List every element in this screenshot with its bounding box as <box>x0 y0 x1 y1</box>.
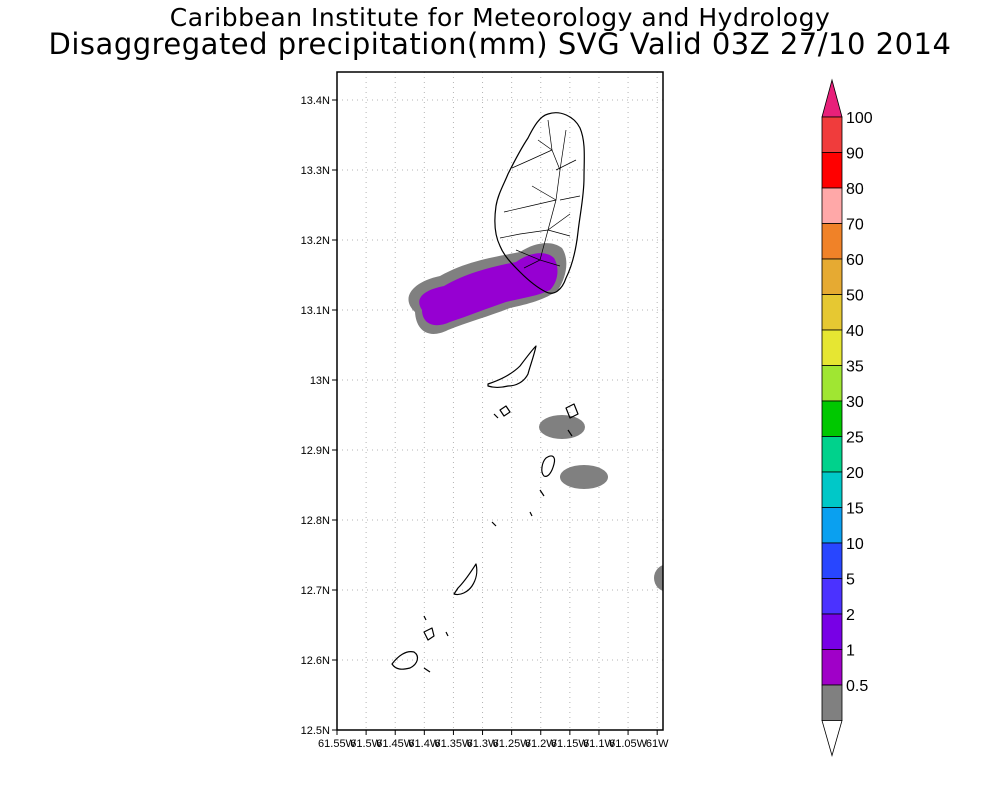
map-frame <box>336 71 664 731</box>
islet-8 <box>423 615 427 621</box>
colorbar-label: 60 <box>846 252 864 269</box>
islet-1 <box>493 413 499 419</box>
map-background <box>337 72 663 730</box>
colorbar-label: 25 <box>846 430 864 447</box>
colorbar-bin <box>821 329 843 366</box>
lon-tick-label: 61.1W <box>583 738 615 750</box>
chart-title: Caribbean Institute for Meteorology and … <box>169 3 831 32</box>
colorbar-label: 30 <box>846 394 864 411</box>
islet-4 <box>529 511 533 517</box>
colorbar-label: 40 <box>846 323 864 340</box>
colorbar-label: 15 <box>846 501 864 518</box>
island-small-bequia <box>499 405 511 417</box>
colorbar-label: 0.5 <box>846 678 868 695</box>
colorbar-bin <box>821 258 843 295</box>
lon-tick-label: 61.15W <box>551 738 590 750</box>
colorbar-bin <box>821 152 843 189</box>
lat-tick-label: 13.2N <box>301 235 330 247</box>
colorbar-bin <box>821 187 843 224</box>
lon-tick-label: 61.45W <box>376 738 415 750</box>
rain-area-gray-east-edge <box>654 564 663 592</box>
island-mustique <box>565 403 579 419</box>
colorbar-label: 80 <box>846 181 864 198</box>
precipitation-layer <box>408 243 663 592</box>
island-union <box>453 563 478 596</box>
lon-tick-label: 61.25W <box>493 738 532 750</box>
island-carriacou <box>391 651 419 670</box>
lat-tick-label: 13.3N <box>301 165 330 177</box>
rain-area-gray-mustique <box>539 415 585 439</box>
coastlines <box>391 112 585 673</box>
lon-tick-label: 61.2W <box>525 738 557 750</box>
colorbar-bottom-arrow <box>821 720 843 757</box>
lat-tick-label: 12.8N <box>301 515 330 527</box>
colorbar-bin <box>821 507 843 544</box>
lat-tick-label: 12.5N <box>301 725 330 737</box>
rain-area-gray-canouan-east <box>560 465 608 489</box>
colorbar-label: 5 <box>846 572 855 589</box>
colorbar-label: 1 <box>846 643 855 660</box>
lon-tick-label: 61.5W <box>350 738 382 750</box>
lon-tick-label: 61.35W <box>434 738 473 750</box>
island-canouan <box>541 455 556 477</box>
colorbar-bin <box>821 116 843 153</box>
longitude-axis: 61.55W61.5W61.45W61.4W61.35W61.3W61.25W6… <box>318 730 669 750</box>
lon-tick-label: 61.4W <box>408 738 440 750</box>
colorbar-bin <box>821 578 843 615</box>
colorbar-bin <box>821 365 843 402</box>
colorbar-bin <box>821 471 843 508</box>
lon-tick-label: 61.3W <box>467 738 499 750</box>
islet-2 <box>567 429 573 437</box>
island-st-vincent <box>494 112 585 294</box>
colorbar-label: 2 <box>846 607 855 624</box>
colorbar-bin <box>821 294 843 331</box>
lat-tick-label: 12.6N <box>301 655 330 667</box>
colorbar-top-arrow <box>821 78 843 118</box>
islet-5 <box>491 521 497 527</box>
lon-tick-label: 61.55W <box>318 738 357 750</box>
island-carriacou-small <box>423 627 435 641</box>
colorbar-bin <box>821 400 843 437</box>
colorbar-label: 70 <box>846 217 864 234</box>
colorbar-label: 90 <box>846 146 864 163</box>
lat-tick-label: 13.1N <box>301 305 330 317</box>
lon-tick-label: 61.05W <box>609 738 648 750</box>
chart-subtitle: Disaggregated precipitation(mm) SVG Vali… <box>48 27 952 61</box>
colorbar-label: 100 <box>846 110 873 127</box>
islet-3 <box>539 489 545 497</box>
colorbar-bin <box>821 542 843 579</box>
island-bequia <box>487 345 537 389</box>
colorbar-label: 35 <box>846 359 864 376</box>
islet-6 <box>445 631 449 637</box>
lat-tick-label: 13.4N <box>301 95 330 107</box>
lat-tick-label: 13N <box>310 375 330 387</box>
colorbar-bin <box>821 223 843 260</box>
colorbar-bin <box>821 649 843 686</box>
colorbar-bin <box>821 684 843 721</box>
lat-tick-label: 12.9N <box>301 445 330 457</box>
colorbar-bin <box>821 613 843 650</box>
colorbar-label: 10 <box>846 536 864 553</box>
colorbar-label: 20 <box>846 465 864 482</box>
colorbar-bin <box>821 436 843 473</box>
colorbar: 100 90 80 70 60 50 40 35 30 25 20 15 10 5 2 1 0.5 <box>821 78 873 757</box>
latitude-axis: 13.4N 13.3N 13.2N 13.1N 13N 12.9N 12.8N 12.7N 12… <box>301 95 337 737</box>
colorbar-label: 50 <box>846 288 864 305</box>
watershed-lines <box>499 119 581 269</box>
islet-7 <box>423 667 431 673</box>
lat-tick-label: 12.7N <box>301 585 330 597</box>
lon-tick-label: 61W <box>646 738 669 750</box>
rain-area-purple <box>419 253 558 326</box>
